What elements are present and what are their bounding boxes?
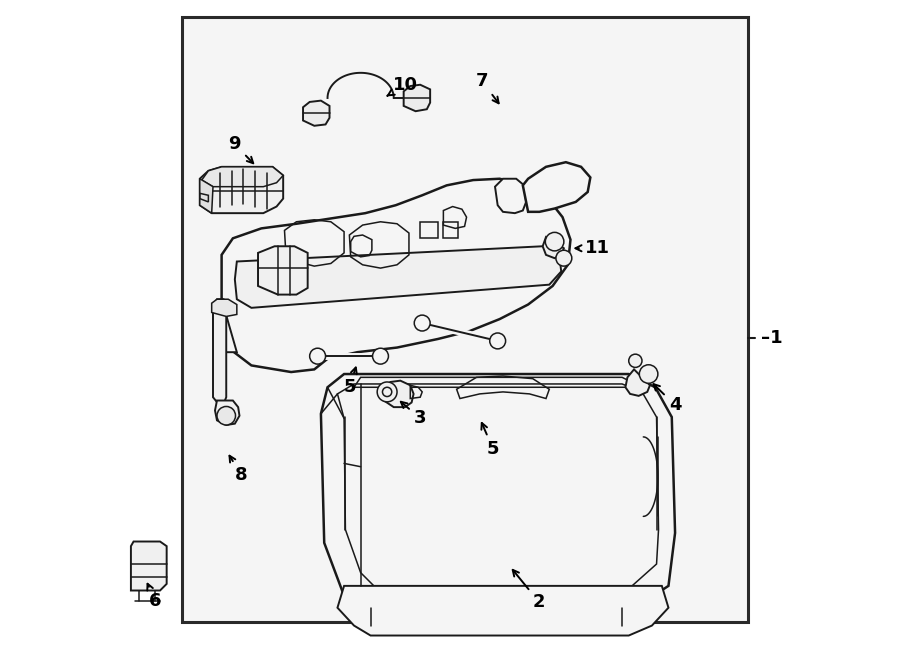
Circle shape xyxy=(490,333,506,349)
Polygon shape xyxy=(543,237,564,258)
Polygon shape xyxy=(212,299,237,316)
Polygon shape xyxy=(130,542,166,591)
Text: 6: 6 xyxy=(148,584,162,610)
Polygon shape xyxy=(202,167,284,187)
Polygon shape xyxy=(495,179,526,213)
Text: 8: 8 xyxy=(230,455,248,485)
Text: 7: 7 xyxy=(475,71,499,103)
Polygon shape xyxy=(383,381,414,407)
Circle shape xyxy=(556,250,572,266)
Bar xyxy=(182,17,748,622)
Text: –1: –1 xyxy=(761,328,783,347)
Text: 2: 2 xyxy=(513,570,545,612)
Polygon shape xyxy=(213,299,226,404)
Circle shape xyxy=(310,348,326,364)
Circle shape xyxy=(545,232,564,251)
Circle shape xyxy=(639,365,658,383)
Circle shape xyxy=(373,348,389,364)
Polygon shape xyxy=(213,299,237,352)
Text: 9: 9 xyxy=(229,135,253,164)
Polygon shape xyxy=(258,246,308,295)
Polygon shape xyxy=(338,586,669,636)
Polygon shape xyxy=(235,246,562,308)
Polygon shape xyxy=(215,401,239,425)
Text: 3: 3 xyxy=(400,402,427,428)
Polygon shape xyxy=(321,374,675,608)
Text: 10: 10 xyxy=(387,75,418,96)
Text: 4: 4 xyxy=(653,384,681,414)
Polygon shape xyxy=(626,369,650,396)
Circle shape xyxy=(629,354,642,367)
Circle shape xyxy=(377,382,397,402)
Circle shape xyxy=(414,315,430,331)
Polygon shape xyxy=(523,162,590,212)
Text: 5: 5 xyxy=(343,367,356,397)
Polygon shape xyxy=(404,85,430,111)
Polygon shape xyxy=(200,179,213,213)
Polygon shape xyxy=(303,101,329,126)
Polygon shape xyxy=(221,179,571,372)
Text: 11: 11 xyxy=(575,239,609,258)
Circle shape xyxy=(217,406,236,425)
Polygon shape xyxy=(200,167,284,213)
Text: 5: 5 xyxy=(482,423,500,458)
